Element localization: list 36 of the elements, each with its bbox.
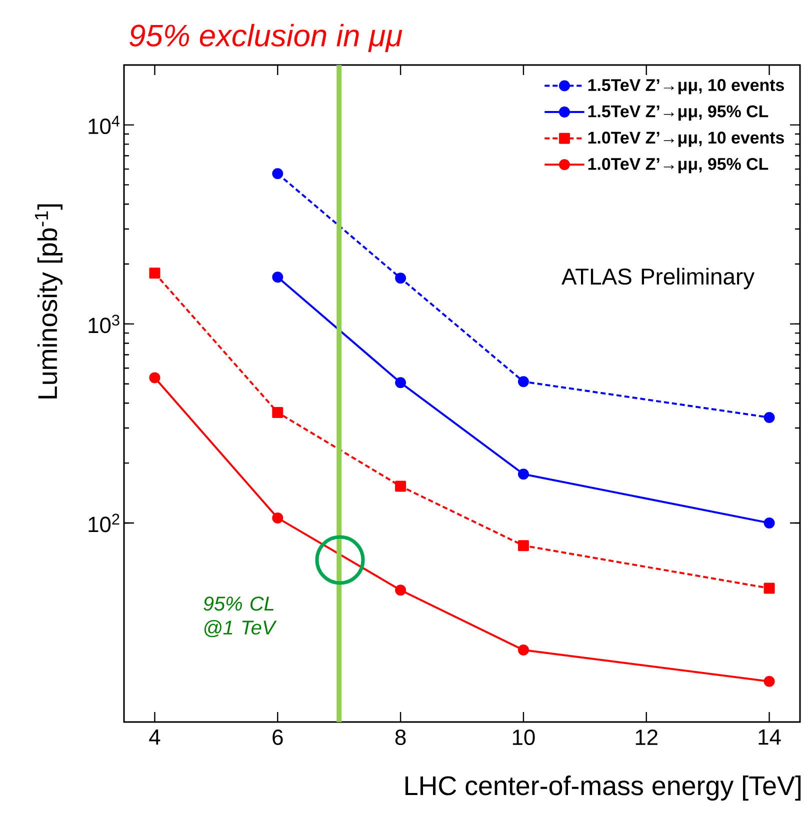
chart-title: 95% exclusion in μμ [130, 24, 402, 52]
point [272, 272, 284, 283]
point [149, 372, 160, 384]
legend-label: 1.5TeV Z’→μμ, 10 events [588, 79, 784, 94]
y-axis-title: Luminosity [pb$^{-1}$] [34, 204, 62, 398]
point [764, 517, 775, 528]
x-tick-label: 4 [149, 730, 160, 745]
point [518, 540, 529, 552]
x-tick-label: 12 [636, 730, 658, 745]
point [518, 468, 529, 480]
x-axis-title: LHC center-of-mass energy [TeV] [406, 776, 801, 801]
x-tick-label: 8 [395, 730, 406, 746]
annotation: 95% CL @1 TeV [204, 596, 277, 638]
point [518, 376, 529, 388]
x-tick-label: 10 [512, 730, 535, 746]
legend-label: 1.5TeV Z’→μμ, 95% CL [588, 105, 768, 121]
point [149, 268, 160, 279]
point [518, 644, 529, 656]
annotation: ATLAS Preliminary [562, 268, 755, 290]
point [272, 512, 284, 524]
point [395, 480, 406, 492]
y-tick-label: 10$^{3}$ [88, 314, 120, 334]
y-tick-label: 10$^{2}$ [88, 514, 120, 532]
legend-label: 1.0TeV Z’→μμ, 95% CL [588, 158, 768, 174]
point [764, 412, 775, 423]
point [395, 272, 406, 284]
point [764, 582, 775, 594]
point [272, 407, 284, 418]
point [272, 168, 284, 180]
x-tick-label: 14 [758, 730, 781, 745]
legend-label: 1.0TeV Z’→μμ, 10 events [588, 132, 784, 147]
y-tick-label: 10$^{4}$ [88, 116, 120, 134]
point [764, 676, 775, 687]
x-tick-label: 6 [272, 730, 283, 746]
point [395, 584, 406, 596]
point [395, 377, 406, 388]
